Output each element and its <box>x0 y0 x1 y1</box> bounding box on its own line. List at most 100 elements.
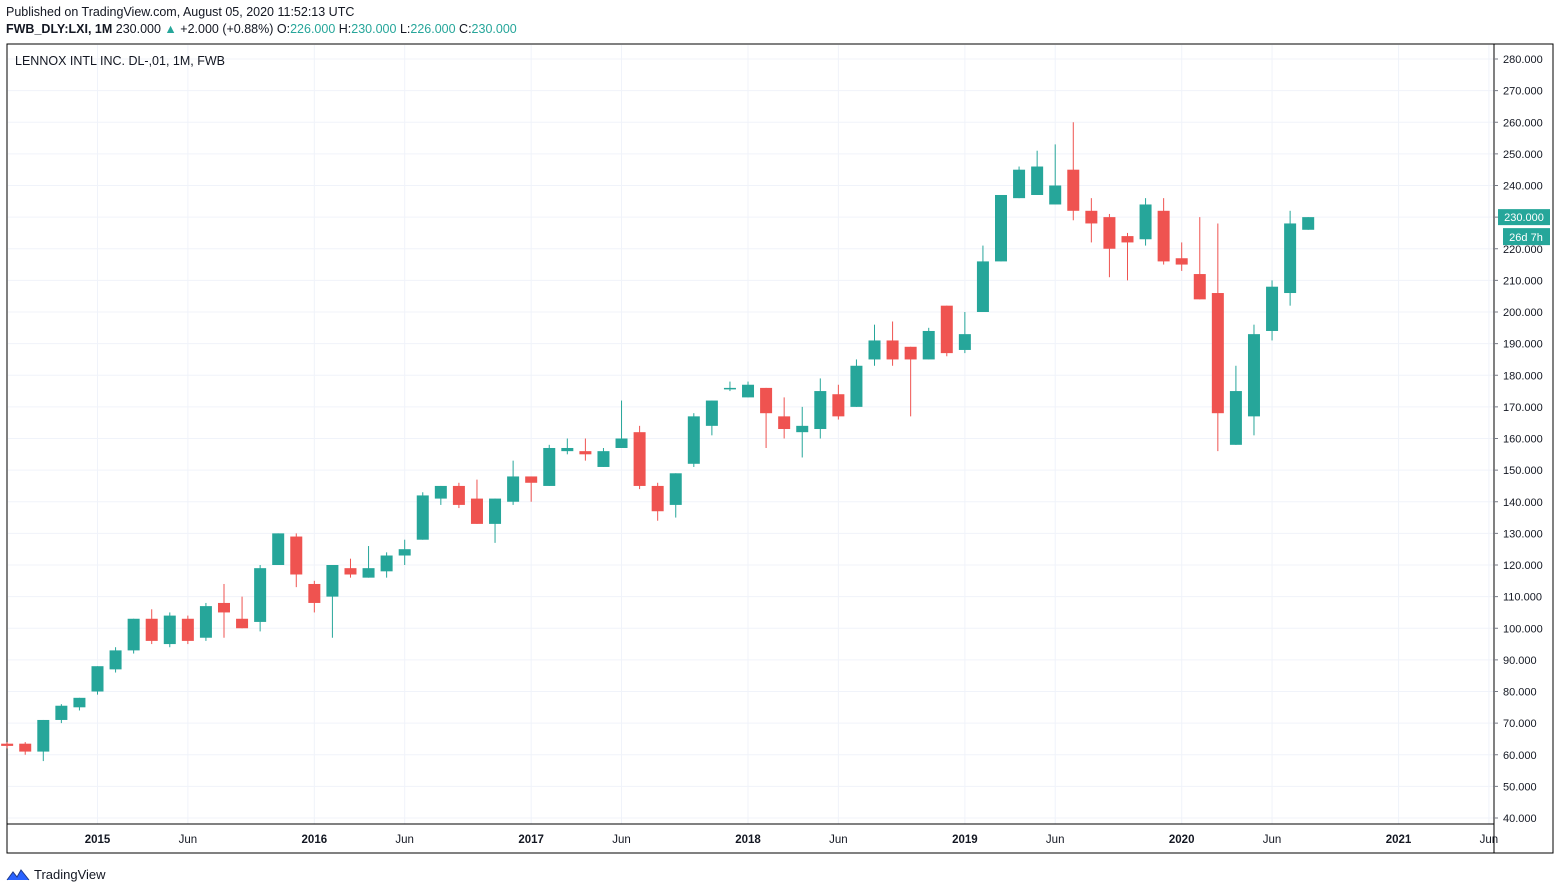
price-tick-label: 260.000 <box>1503 117 1543 129</box>
candle-body <box>760 387 773 414</box>
price-tick-label: 150.000 <box>1503 465 1543 477</box>
time-tick-label: 2020 <box>1169 834 1195 846</box>
change-value: +2.000 (+0.88%) <box>180 22 274 36</box>
candle-body <box>958 334 971 350</box>
time-tick-label: 2016 <box>302 834 328 846</box>
candle-body <box>19 743 32 752</box>
candle-body <box>73 697 86 708</box>
candle-body <box>1103 217 1116 249</box>
time-tick-label: 2021 <box>1386 834 1412 846</box>
candle-body <box>109 650 122 670</box>
candle-body <box>127 618 140 651</box>
time-tick-label: Jun <box>829 834 848 846</box>
price-tick-label: 50.000 <box>1503 781 1537 793</box>
plot-frame <box>6 43 1495 825</box>
candle-body <box>199 606 212 638</box>
candle-body <box>579 451 592 455</box>
price-tick-label: 240.000 <box>1503 181 1543 193</box>
price-tick-label: 90.000 <box>1503 655 1537 667</box>
candle-body <box>832 394 845 417</box>
price-tick-label: 110.000 <box>1503 592 1542 604</box>
candle-body <box>669 473 682 505</box>
candle-body <box>452 485 465 505</box>
tradingview-brand: TradingView <box>34 867 106 882</box>
symbol-label: FWB_DLY:LXI, 1M <box>6 22 113 36</box>
candle-body <box>1211 293 1224 414</box>
candle-body <box>1266 286 1279 331</box>
price-tick-label: 80.000 <box>1503 687 1537 699</box>
candle-body <box>922 330 935 360</box>
time-axis[interactable]: 2015 Jun 2016 Jun 2017 Jun 2018 Jun 2019 Jun 2020 J… <box>85 834 1498 846</box>
candle-body <box>1247 334 1260 417</box>
candle-body <box>55 705 68 720</box>
time-tick-label: Jun <box>1480 834 1499 846</box>
candle-body <box>1175 258 1188 265</box>
candle-body <box>1193 274 1206 300</box>
candle-body <box>1157 210 1170 262</box>
candle-body <box>1229 391 1242 445</box>
candle-body <box>868 340 881 360</box>
price-tick-label: 200.000 <box>1503 307 1543 319</box>
price-axis[interactable]: 280.000 270.000 260.000 250.000 240.000 230.0… <box>1494 54 1543 825</box>
candle-body <box>470 498 483 524</box>
candle-body <box>633 432 646 486</box>
candle-body <box>416 495 429 540</box>
candle-body <box>380 555 393 572</box>
candle-body <box>344 568 357 575</box>
candle-body <box>163 615 176 645</box>
price-tick-label: 160.000 <box>1503 434 1543 446</box>
candle-body <box>326 565 339 597</box>
candle-body <box>525 476 538 483</box>
tradingview-logo[interactable]: TradingView <box>6 867 106 882</box>
candle-body <box>651 485 664 512</box>
candle-body <box>181 618 194 641</box>
candle-body <box>723 387 736 390</box>
price-tick-label: 130.000 <box>1503 528 1543 540</box>
candle-body <box>742 384 755 398</box>
candle-body <box>886 340 899 360</box>
high-value: 230.000 <box>351 22 397 36</box>
change-arrow-icon: ▲ <box>164 22 177 36</box>
price-tick-label: 100.000 <box>1503 623 1543 635</box>
high-label: H: <box>338 22 352 36</box>
time-tick-label: 2017 <box>518 834 544 846</box>
candle-body <box>308 583 321 603</box>
candle-body <box>850 365 863 407</box>
candle-body <box>1085 210 1098 224</box>
candle-body <box>1302 217 1315 230</box>
time-tick-label: Jun <box>179 834 198 846</box>
candle-body <box>1013 169 1026 199</box>
candle-body <box>145 618 158 641</box>
price-tick-label: 220.000 <box>1503 244 1543 256</box>
price-tick-label: 280.000 <box>1503 54 1543 66</box>
time-tick-label: Jun <box>1046 834 1065 846</box>
candles-layer[interactable] <box>1 122 1315 762</box>
last-price-labels: 230.000 26d 7h <box>1498 209 1550 246</box>
candle-body <box>561 447 574 452</box>
candle-body <box>796 425 809 433</box>
candle-body <box>597 451 610 467</box>
time-tick-label: 2019 <box>952 834 978 846</box>
last-price: 230.000 <box>115 22 161 36</box>
last-price-badge-text: 230.000 <box>1504 212 1544 224</box>
candle-body <box>37 719 50 752</box>
low-value: 226.000 <box>410 22 456 36</box>
published-line: Published on TradingView.com, August 05,… <box>6 5 355 19</box>
candle-body <box>254 568 267 622</box>
candle-body <box>1139 204 1152 240</box>
candle-body <box>434 485 447 499</box>
candle-body <box>1049 185 1062 205</box>
candle-body <box>995 194 1007 262</box>
candle-body <box>615 438 628 448</box>
time-axis-frame <box>6 823 1495 854</box>
candle-body <box>940 305 953 354</box>
tradingview-logo-icon <box>6 868 30 880</box>
countdown-badge-text: 26d 7h <box>1509 232 1543 244</box>
price-tick-label: 120.000 <box>1503 560 1543 572</box>
candle-body <box>1121 236 1134 243</box>
quote-line: FWB_DLY:LXI, 1M 230.000 ▲ +2.000 (+0.88%… <box>6 22 517 36</box>
time-tick-label: 2015 <box>85 834 111 846</box>
price-tick-label: 190.000 <box>1503 339 1543 351</box>
candle-body <box>1067 169 1080 211</box>
